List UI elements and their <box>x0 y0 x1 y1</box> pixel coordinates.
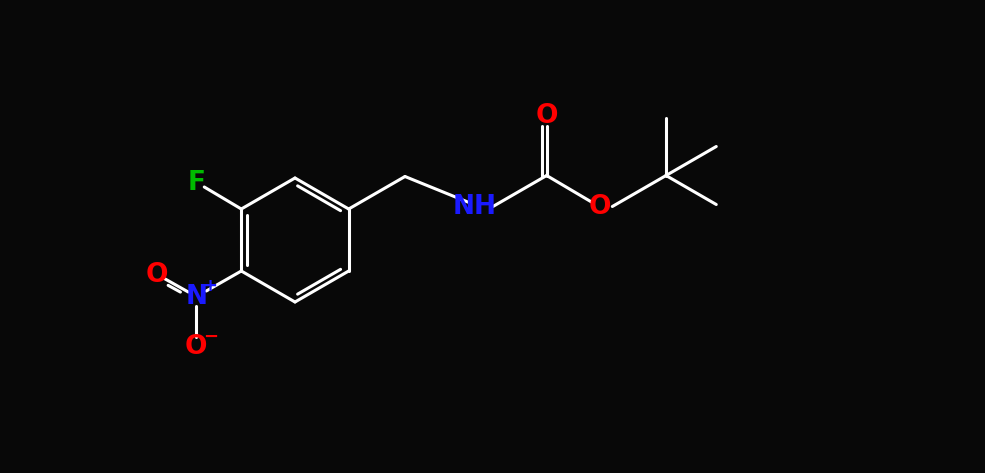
Text: N: N <box>185 284 207 310</box>
Text: O: O <box>589 193 612 219</box>
Text: O: O <box>146 262 168 288</box>
Text: O: O <box>536 103 558 129</box>
Text: F: F <box>187 170 205 196</box>
Text: O: O <box>185 334 208 360</box>
Text: −: − <box>203 328 218 346</box>
Text: +: + <box>202 277 217 295</box>
Text: NH: NH <box>453 193 497 219</box>
